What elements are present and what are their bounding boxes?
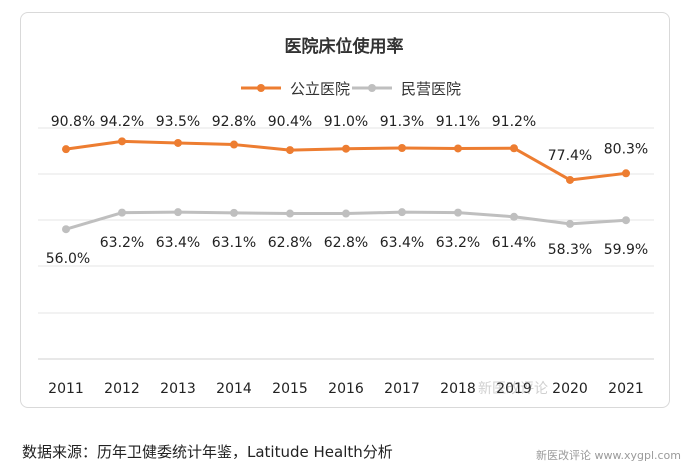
x-tick-label: 2012: [104, 381, 140, 397]
data-label: 91.2%: [492, 114, 536, 130]
data-label: 59.9%: [604, 242, 648, 258]
x-tick-label: 2015: [272, 381, 308, 397]
x-axis: 2011 2012 2013 2014 2015 2016 2017 2018 2019 2020…: [48, 381, 644, 397]
data-point: [230, 208, 238, 217]
data-label: 63.2%: [100, 235, 144, 251]
watermark: 新医改评论: [478, 381, 548, 397]
data-point: [62, 145, 70, 154]
data-point: [62, 225, 70, 234]
data-point: [230, 140, 238, 149]
data-label: 91.0%: [324, 114, 368, 130]
data-point: [286, 146, 294, 155]
data-labels: 90.8% 94.2% 93.5% 92.8% 90.4% 91.0% 91.3% 91.1%…: [46, 114, 648, 267]
data-point: [566, 219, 574, 228]
data-point: [622, 216, 630, 225]
data-label: 91.3%: [380, 114, 424, 130]
x-tick-label: 2021: [608, 381, 644, 397]
gridlines: [38, 127, 654, 360]
source-note: 数据来源：历年卫健委统计年鉴，Latitude Health分析: [22, 443, 393, 461]
data-point: [118, 208, 126, 217]
x-tick-label: 2014: [216, 381, 252, 397]
data-point: [622, 169, 630, 178]
data-label: 92.8%: [212, 114, 256, 130]
data-label: 77.4%: [548, 148, 592, 164]
data-point: [454, 144, 462, 153]
data-label: 90.8%: [51, 114, 95, 130]
x-tick-label: 2017: [384, 381, 420, 397]
data-point: [174, 138, 182, 147]
data-point: [342, 144, 350, 153]
x-tick-label: 2018: [440, 381, 476, 397]
legend-marker: [368, 84, 376, 92]
legend-marker: [257, 84, 265, 92]
legend-label: 民营医院: [401, 80, 461, 98]
x-tick-label: 2016: [328, 381, 364, 397]
data-label: 56.0%: [46, 251, 90, 267]
x-tick-label: 2011: [48, 381, 84, 397]
data-label: 58.3%: [548, 242, 592, 258]
data-point: [566, 175, 574, 184]
data-point: [454, 208, 462, 217]
series-layer: [62, 137, 630, 234]
data-label: 62.8%: [268, 235, 312, 251]
data-point: [118, 137, 126, 146]
data-label: 94.2%: [100, 114, 144, 130]
data-point: [398, 208, 406, 217]
chart-title: 医院床位使用率: [285, 36, 404, 57]
legend: 公立医院 民营医院: [241, 80, 461, 98]
data-label: 91.1%: [436, 114, 480, 130]
data-label: 80.3%: [604, 141, 648, 157]
data-point: [510, 212, 518, 221]
data-point: [286, 209, 294, 218]
legend-label: 公立医院: [290, 80, 350, 98]
data-label: 63.1%: [212, 235, 256, 251]
data-label: 63.4%: [156, 235, 200, 251]
data-label: 90.4%: [268, 114, 312, 130]
x-tick-label: 2019: [496, 381, 532, 397]
data-label: 62.8%: [324, 235, 368, 251]
data-label: 61.4%: [492, 235, 536, 251]
data-point: [342, 209, 350, 218]
data-label: 63.4%: [380, 235, 424, 251]
x-tick-label: 2013: [160, 381, 196, 397]
data-point: [398, 144, 406, 153]
site-watermark: 新医改评论 www.xygpl.com: [535, 449, 681, 462]
data-point: [510, 144, 518, 153]
data-label: 93.5%: [156, 114, 200, 130]
x-tick-label: 2020: [552, 381, 588, 397]
data-point: [174, 208, 182, 217]
data-label: 63.2%: [436, 235, 480, 251]
